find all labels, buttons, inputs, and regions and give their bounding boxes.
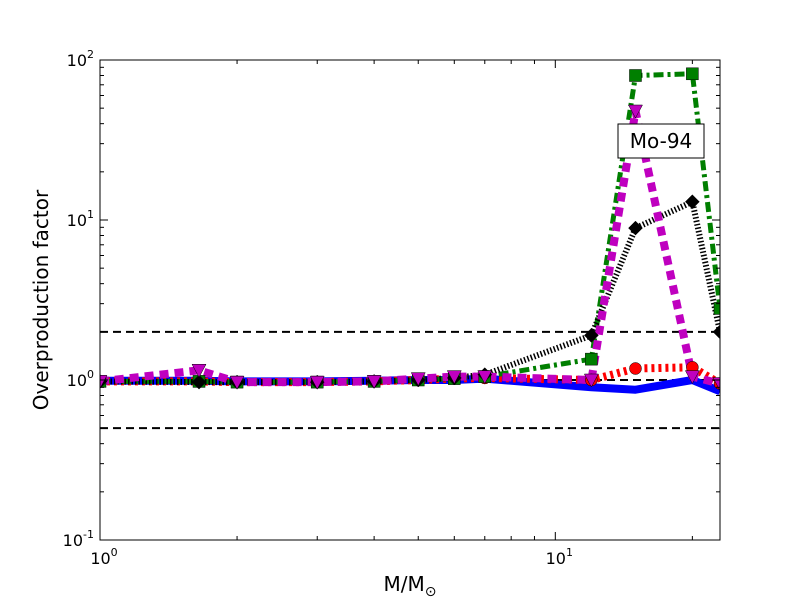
series-4-marker — [628, 220, 643, 236]
y-axis-label: Overproduction factor — [29, 189, 53, 410]
series-5-marker — [684, 370, 700, 385]
series-5-marker — [628, 104, 643, 119]
series-4-marker — [685, 194, 700, 210]
series-5-marker — [229, 375, 245, 390]
series-5-marker — [309, 375, 325, 390]
series-5-marker — [410, 372, 426, 387]
plot-frame — [99, 59, 721, 541]
annotation-box: Mo-94 — [617, 123, 705, 159]
x-tick-label: 101 — [546, 546, 573, 568]
series-5-marker — [100, 375, 108, 389]
series-3-marker — [713, 302, 720, 315]
y-tick-label: 100 — [67, 368, 94, 390]
series-5-marker — [366, 375, 382, 389]
x-axis-label-main: M/M — [384, 572, 425, 596]
y-tick-label: 102 — [67, 48, 94, 70]
x-tick-label: 100 — [90, 546, 117, 568]
x-axis-label: M/M⊙ — [384, 572, 437, 600]
series-5-marker — [191, 364, 207, 378]
plot-background — [100, 60, 720, 540]
series-5-marker — [583, 373, 599, 388]
series-4-marker — [191, 374, 207, 390]
series-3-marker — [686, 67, 699, 81]
annotation-label: Mo-94 — [630, 129, 693, 153]
series-4-marker — [584, 328, 599, 343]
y-tick-label: 10-1 — [63, 528, 94, 550]
series-3-marker — [629, 69, 642, 82]
series-5-marker — [446, 370, 462, 385]
x-axis-label-sub: ⊙ — [425, 584, 437, 600]
series-5-marker — [477, 370, 493, 385]
series-3-marker — [585, 352, 598, 366]
series-markers — [100, 67, 720, 392]
series-2-marker — [629, 362, 642, 375]
y-tick-label: 101 — [67, 208, 94, 230]
